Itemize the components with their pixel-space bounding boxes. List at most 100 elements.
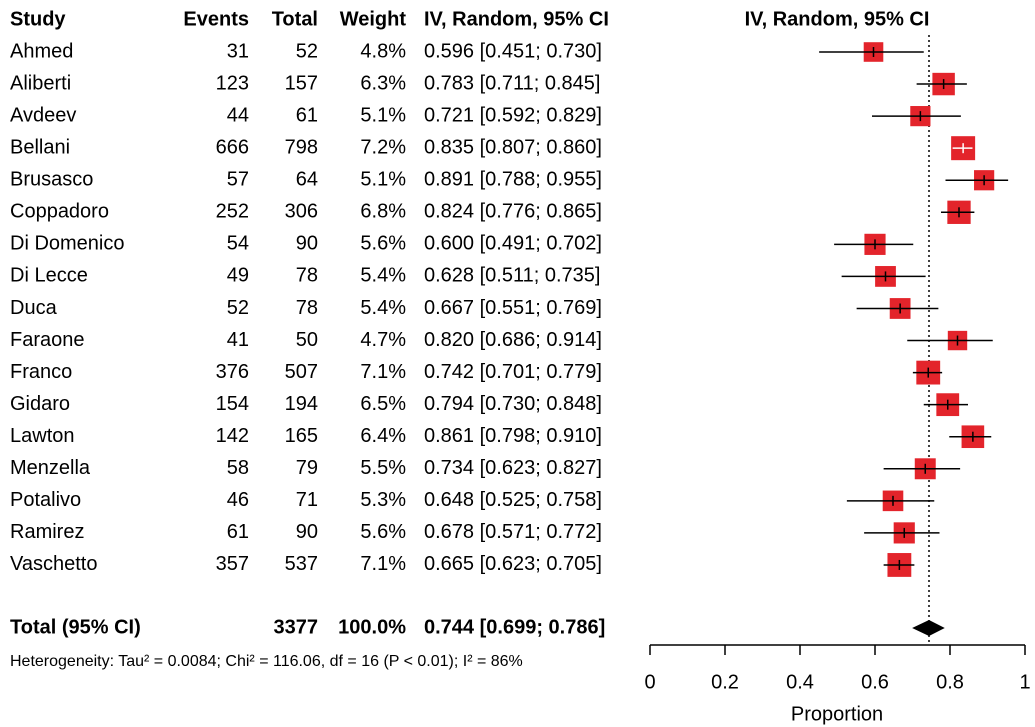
ci: 0.891 [0.788; 0.955] [424,169,602,191]
ci: 0.861 [0.798; 0.910] [424,425,602,447]
events: 41 [227,329,249,351]
study-name: Vaschetto [10,553,97,575]
total: 61 [296,104,318,126]
study-name: Ramirez [10,521,84,543]
weight: 5.3% [360,489,406,511]
events: 142 [216,425,249,447]
x-tick-label: 0.6 [861,671,889,693]
study-name: Potalivo [10,489,81,511]
total: 507 [285,361,318,383]
pooled-name: Total (95% CI) [10,616,141,638]
events: 154 [216,393,249,415]
pooled-weight: 100.0% [338,616,406,638]
x-tick-label: 0 [644,671,655,693]
total: 90 [296,233,318,255]
total: 798 [285,136,318,158]
column-header: Study [10,8,66,30]
ci: 0.783 [0.711; 0.845] [424,72,600,94]
column-header: Weight [340,8,407,30]
events: 46 [227,489,249,511]
total: 79 [296,457,318,479]
pooled-total: 3377 [274,616,319,638]
ci: 0.678 [0.571; 0.772] [424,521,602,543]
study-name: Di Domenico [10,233,124,255]
weight: 5.1% [360,169,406,191]
ci: 0.824 [0.776; 0.865] [424,201,602,223]
weight: 5.1% [360,104,406,126]
total: 90 [296,521,318,543]
study-name: Lawton [10,425,75,447]
weight: 5.4% [360,265,406,287]
x-axis-label: Proportion [791,703,883,725]
total: 71 [296,489,318,511]
study-name: Ahmed [10,40,73,62]
events: 252 [216,201,249,223]
weight: 6.3% [360,72,406,94]
weight: 4.8% [360,40,406,62]
total: 64 [296,169,318,191]
study-name: Franco [10,361,72,383]
x-tick-label: 0.4 [786,671,814,693]
ci: 0.742 [0.701; 0.779] [424,361,602,383]
study-name: Faraone [10,329,85,351]
study-name: Coppadoro [10,201,109,223]
ci: 0.721 [0.592; 0.829] [424,104,602,126]
ci: 0.665 [0.623; 0.705] [424,553,602,575]
ci: 0.734 [0.623; 0.827] [424,457,602,479]
weight: 5.6% [360,521,406,543]
events: 123 [216,72,249,94]
total: 78 [296,265,318,287]
pooled-diamond [912,620,945,636]
weight: 7.1% [360,361,406,383]
ci: 0.648 [0.525; 0.758] [424,489,602,511]
weight: 5.6% [360,233,406,255]
column-header: Total [272,8,318,30]
study-name: Brusasco [10,169,93,191]
study-name: Aliberti [10,72,71,94]
weight: 6.5% [360,393,406,415]
events: 52 [227,297,249,319]
total: 52 [296,40,318,62]
weight: 5.4% [360,297,406,319]
x-tick-label: 1 [1019,671,1030,693]
total: 537 [285,553,318,575]
column-header: Events [183,8,249,30]
study-name: Gidaro [10,393,70,415]
heterogeneity: Heterogeneity: Tau² = 0.0084; Chi² = 116… [10,653,523,670]
study-name: Avdeev [10,104,76,126]
events: 44 [227,104,249,126]
weight: 7.2% [360,136,406,158]
total: 194 [285,393,318,415]
events: 357 [216,553,249,575]
weight: 4.7% [360,329,406,351]
ci: 0.600 [0.491; 0.702] [424,233,602,255]
events: 666 [216,136,249,158]
total: 50 [296,329,318,351]
events: 57 [227,169,249,191]
ci: 0.820 [0.686; 0.914] [424,329,602,351]
plot-header: IV, Random, 95% CI [745,8,930,30]
ci: 0.667 [0.551; 0.769] [424,297,602,319]
x-tick-label: 0.2 [711,671,739,693]
ci: 0.835 [0.807; 0.860] [424,136,602,158]
weight: 6.4% [360,425,406,447]
study-name: Duca [10,297,58,319]
events: 31 [227,40,249,62]
events: 61 [227,521,249,543]
total: 306 [285,201,318,223]
ci: 0.794 [0.730; 0.848] [424,393,602,415]
study-name: Menzella [10,457,91,479]
events: 49 [227,265,249,287]
ci: 0.596 [0.451; 0.730] [424,40,602,62]
weight: 5.5% [360,457,406,479]
events: 54 [227,233,249,255]
study-name: Di Lecce [10,265,88,287]
events: 376 [216,361,249,383]
study-name: Bellani [10,136,70,158]
column-header: IV, Random, 95% CI [424,8,609,30]
ci: 0.628 [0.511; 0.735] [424,265,600,287]
total: 165 [285,425,318,447]
events: 58 [227,457,249,479]
total: 78 [296,297,318,319]
